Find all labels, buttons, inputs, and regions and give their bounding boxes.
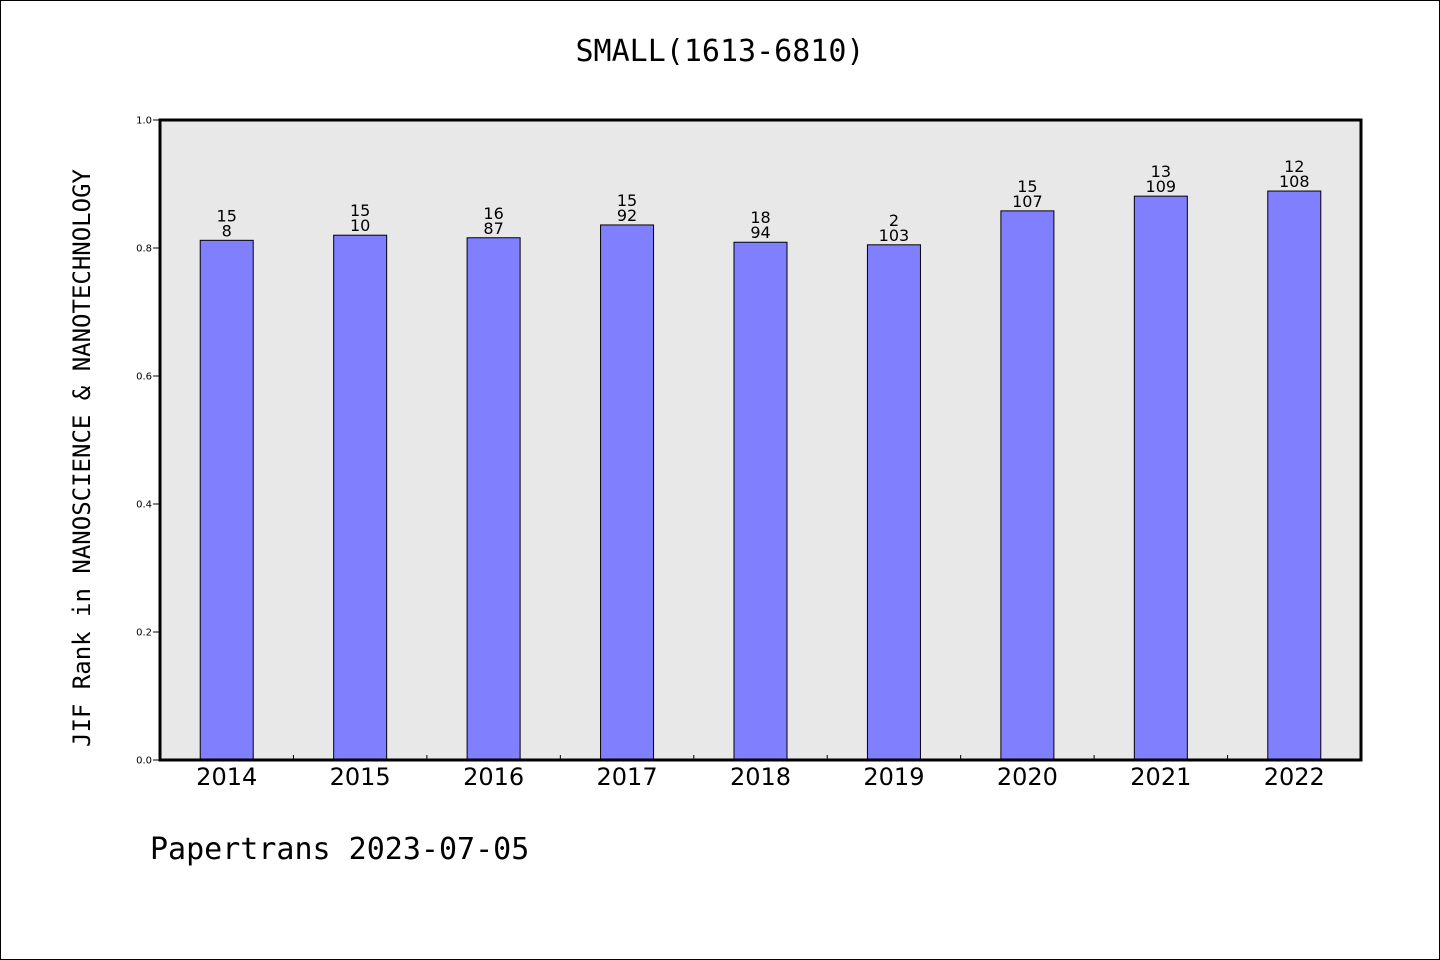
bar-label-top: 2: [889, 211, 899, 230]
chart-title: SMALL(1613-6810): [575, 34, 865, 69]
bar-label-bottom: 8: [222, 221, 232, 240]
bar-2021: [1133, 195, 1188, 761]
bar-label-bottom: 107: [1012, 192, 1043, 211]
y-tick-label: 0.4: [136, 500, 152, 511]
bar-2017: [600, 224, 655, 761]
bar-label-top: 15: [617, 191, 637, 210]
x-tick-label: 2021: [1130, 763, 1191, 791]
bar-label-top: 15: [350, 201, 370, 220]
plot-border: [158, 118, 1363, 762]
bar-label-bottom: 92: [617, 206, 637, 225]
bar-2015: [333, 234, 388, 761]
x-tick-label: 2015: [330, 763, 391, 791]
bar-label-top: 13: [1151, 162, 1171, 181]
x-tick-label: 2018: [730, 763, 791, 791]
bar-label-bottom: 108: [1279, 172, 1310, 191]
bar-label-top: 12: [1284, 157, 1304, 176]
y-tick-label: 0.2: [136, 628, 152, 639]
bar-2018: [733, 241, 788, 761]
x-tick-label: 2019: [863, 763, 924, 791]
y-tick-label: 0.0: [136, 756, 152, 767]
y-axis-ticks: 0.0 0.2 0.4 0.6 0.8 1.0: [136, 116, 160, 767]
bar-label-bottom: 87: [483, 219, 503, 238]
x-axis-ticks: 2014 2015 2016 2017 2018 2019 2020 2021 2022: [196, 755, 1325, 791]
bar-label-bottom: 94: [750, 223, 770, 242]
bar-label-top: 15: [1017, 177, 1037, 196]
y-tick-label: 0.6: [136, 372, 152, 383]
bar-2020: [1000, 210, 1055, 761]
y-tick-label: 1.0: [136, 116, 152, 127]
bar-label-top: 15: [217, 206, 237, 225]
bar-2014: [199, 239, 254, 761]
bar-2019: [866, 244, 921, 761]
x-tick-label: 2017: [597, 763, 658, 791]
x-tick-label: 2020: [997, 763, 1058, 791]
x-tick-label: 2022: [1264, 763, 1325, 791]
bar-label-top: 18: [750, 208, 770, 227]
x-tick-label: 2016: [463, 763, 524, 791]
bar-label-bottom: 109: [1146, 177, 1177, 196]
bar-label-bottom: 10: [350, 216, 370, 235]
bar-2022: [1267, 190, 1322, 761]
x-tick-label: 2014: [196, 763, 257, 791]
bar-label-bottom: 103: [879, 226, 910, 245]
footer-credit: Papertrans 2023-07-05: [150, 832, 530, 867]
y-tick-label: 0.8: [136, 244, 152, 255]
bar-label-top: 16: [483, 204, 503, 223]
bar-2016: [466, 237, 521, 761]
